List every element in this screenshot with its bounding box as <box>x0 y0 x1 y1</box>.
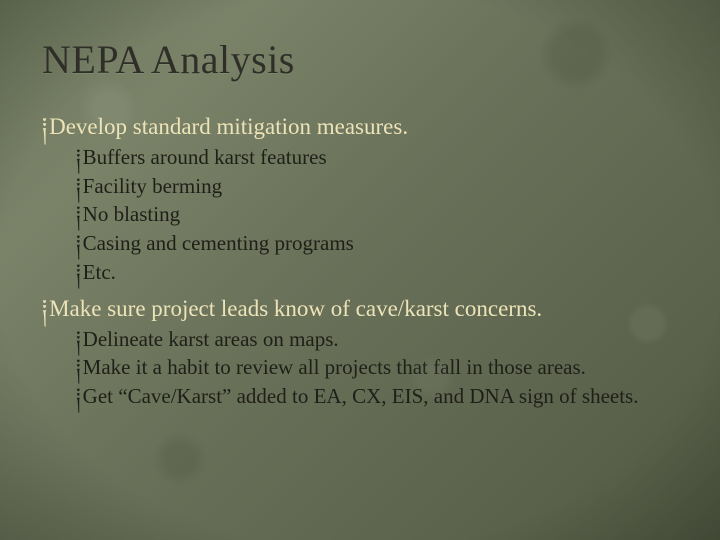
bullet-level1: ༐Develop standard mitigation measures. <box>42 111 678 142</box>
bullet-icon: ༐ <box>76 383 81 411</box>
bullet-level1: ༐Make sure project leads know of cave/ka… <box>42 293 678 324</box>
bullet-level2: ༐Buffers around karst features <box>76 144 678 172</box>
slide-title: NEPA Analysis <box>42 36 678 83</box>
bullet-icon: ༐ <box>76 201 81 229</box>
slide-body: ༐Develop standard mitigation measures. ༐… <box>42 111 678 411</box>
bullet-text: Etc. <box>83 260 116 284</box>
bullet-text: Make it a habit to review all projects t… <box>83 355 586 379</box>
bullet-text: Delineate karst areas on maps. <box>83 327 339 351</box>
bullet-level2: ༐No blasting <box>76 201 678 229</box>
bullet-level2: ༐Get “Cave/Karst” added to EA, CX, EIS, … <box>76 383 678 411</box>
outline-group: ༐Make sure project leads know of cave/ka… <box>42 293 678 411</box>
bullet-icon: ༐ <box>76 230 81 258</box>
bullet-level2: ༐Casing and cementing programs <box>76 230 678 258</box>
bullet-text: Make sure project leads know of cave/kar… <box>49 296 542 321</box>
bullet-level2: ༐Etc. <box>76 259 678 287</box>
bullet-text: No blasting <box>83 202 180 226</box>
bullet-level2: ༐Facility berming <box>76 173 678 201</box>
bullet-icon: ༐ <box>76 173 81 201</box>
bullet-icon: ༐ <box>76 326 81 354</box>
bullet-icon: ༐ <box>76 354 81 382</box>
bullet-text: Develop standard mitigation measures. <box>49 114 408 139</box>
outline-group: ༐Develop standard mitigation measures. ༐… <box>42 111 678 287</box>
bullet-icon: ༐ <box>42 111 47 142</box>
bullet-text: Get “Cave/Karst” added to EA, CX, EIS, a… <box>83 384 639 408</box>
bullet-icon: ༐ <box>42 293 47 324</box>
bullet-text: Buffers around karst features <box>83 145 327 169</box>
bullet-text: Casing and cementing programs <box>83 231 354 255</box>
slide: NEPA Analysis ༐Develop standard mitigati… <box>0 0 720 540</box>
bullet-level2: ༐Make it a habit to review all projects … <box>76 354 678 382</box>
bullet-level2: ༐Delineate karst areas on maps. <box>76 326 678 354</box>
bullet-icon: ༐ <box>76 144 81 172</box>
bullet-text: Facility berming <box>83 174 222 198</box>
bullet-icon: ༐ <box>76 259 81 287</box>
